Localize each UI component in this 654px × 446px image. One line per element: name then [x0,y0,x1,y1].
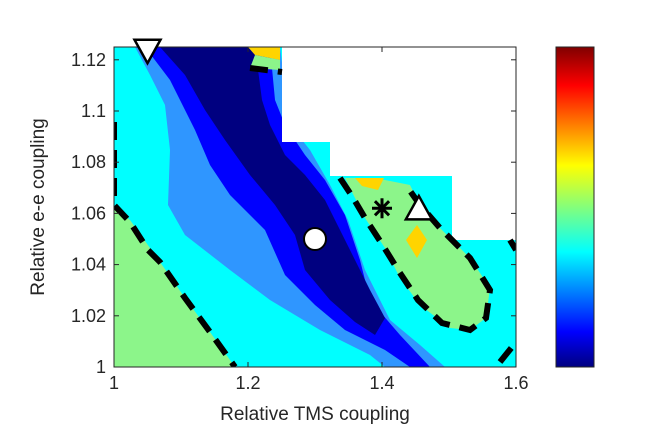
x-tick-label: 1 [109,373,119,393]
y-tick-label: 1 [96,357,106,377]
x-tick-label: 1.2 [235,373,260,393]
dashed-contour-right-edge [507,238,516,252]
marker-triangle-down [132,38,163,66]
y-axis: 1 1.02 1.04 1.06 1.08 1.1 1.12 [71,50,516,377]
x-tick-label: 1.6 [503,373,528,393]
markers [132,38,434,251]
y-tick-label: 1.08 [71,152,106,172]
x-axis-label: Relative TMS coupling [220,404,410,425]
contour-region-yellow-diamond [406,225,427,258]
marker-asterisk [372,198,392,219]
contour-region-yellow-top [355,178,384,190]
contour-fill [114,47,516,367]
marker-circle [303,227,327,251]
x-tick-label: 1.4 [369,373,394,393]
masked-region [282,47,516,240]
contour-region-navy [160,47,385,335]
y-tick-label: 1.02 [71,306,106,326]
y-tick-label: 1.12 [71,50,106,70]
y-tick-label: 1.06 [71,203,106,223]
dashed-contour-bottom-right [497,340,516,364]
y-tick-label: 1.1 [81,101,106,121]
contour-region-small-top [248,47,280,60]
dashed-contours [114,65,516,367]
y-axis-label: Relative e-e coupling [28,118,49,295]
marker-triangle-up [403,193,434,221]
dashed-contour-top [249,65,283,75]
y-tick-label: 1.04 [71,255,106,275]
dashed-contour-left [114,122,238,367]
plot-frame [113,46,517,368]
colorbar [555,46,595,368]
x-axis: 1 1.2 1.4 1.6 [109,47,529,393]
